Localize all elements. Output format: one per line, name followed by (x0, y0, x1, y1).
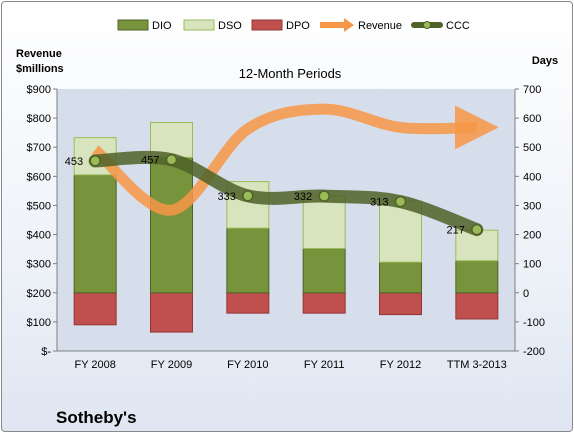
legend-label: Revenue (358, 20, 402, 32)
right-tick-label: 500 (523, 142, 541, 154)
legend-label: DPO (286, 20, 310, 32)
legend-swatch (117, 19, 149, 31)
category-label: FY 2010 (227, 359, 268, 371)
category-label: TTM 3-2013 (447, 359, 507, 371)
left-tick-label: $400 (27, 230, 51, 242)
ccc-point (471, 223, 483, 236)
right-tick-label: -200 (523, 346, 545, 358)
ccc-point (89, 155, 101, 167)
bar-dio (455, 260, 499, 294)
right-axis-label: Days (532, 55, 558, 67)
bar-dso (302, 195, 346, 250)
ccc-point (242, 190, 254, 202)
right-tick-label: 200 (523, 230, 541, 242)
bar-dpo (73, 292, 117, 326)
legend-item-dpo: DPO (251, 19, 310, 32)
left-tick-label: $800 (27, 113, 51, 125)
right-tick-label: 700 (523, 84, 541, 96)
right-tick-label: 600 (523, 113, 541, 125)
ccc-point (165, 153, 178, 166)
right-tick-label: 300 (523, 200, 541, 212)
left-tick-label: $600 (27, 171, 51, 183)
legend-label: DSO (218, 20, 242, 32)
right-tick-label: 0 (523, 288, 529, 300)
company-name: Sotheby's (56, 408, 137, 427)
bar-dpo (150, 292, 193, 333)
legend-swatch (183, 19, 215, 31)
left-tick-label: $100 (27, 317, 51, 329)
legend-item-ccc: CCC (411, 20, 470, 32)
legend-marker (423, 21, 431, 29)
left-tick-label: $700 (27, 142, 51, 154)
ccc-data-label: 333 (217, 191, 235, 203)
bar-dio (150, 156, 193, 294)
bar-dio (73, 174, 117, 294)
ccc-data-label: 332 (294, 191, 312, 203)
ccc-point (318, 190, 330, 202)
bar-dpo (379, 292, 422, 316)
legend-item-revenue: Revenue (320, 18, 402, 32)
left-tick-label: $900 (27, 84, 51, 96)
category-label: FY 2011 (304, 359, 345, 371)
ccc-point (394, 195, 407, 208)
ccc-data-label: 313 (370, 197, 388, 209)
category-label: FY 2012 (380, 359, 421, 371)
bar-dio (226, 227, 270, 294)
bar-dpo (455, 292, 499, 320)
legend-arrow-head (344, 18, 354, 32)
right-tick-label: 400 (523, 171, 541, 183)
legend-label: DIO (152, 20, 172, 32)
category-label: FY 2008 (74, 359, 115, 371)
ccc-data-label: 457 (141, 155, 159, 167)
legend-item-dso: DSO (183, 19, 242, 32)
right-tick-label: -100 (523, 317, 545, 329)
left-tick-label: $200 (27, 288, 51, 300)
left-tick-label: $300 (27, 259, 51, 271)
legend-item-dio: DIO (117, 19, 172, 32)
revenue-line (91, 103, 499, 216)
plot-area: $- $100 $200 $300 $400 $500 $600 $700 $800 $900 -2… (27, 84, 546, 371)
legend: DIO DSO DPO Revenue CCC (117, 18, 470, 32)
bar-dpo (302, 292, 346, 314)
left-tick-label: $500 (27, 200, 51, 212)
ccc-data-label: 453 (65, 156, 83, 168)
bar-dpo (226, 292, 270, 314)
bar-dio (379, 261, 422, 294)
category-label: FY 2009 (151, 359, 192, 371)
left-tick-label: $- (41, 346, 51, 358)
right-tick-label: 100 (523, 259, 541, 271)
chart-subtitle: 12-Month Periods (239, 66, 342, 81)
ccc-data-label: 217 (446, 225, 464, 237)
legend-swatch (251, 19, 283, 31)
left-axis-label-line2: $millions (16, 63, 64, 75)
legend-label: CCC (446, 20, 470, 32)
left-axis-label-line1: Revenue (16, 48, 62, 60)
bar-dio (302, 248, 346, 294)
